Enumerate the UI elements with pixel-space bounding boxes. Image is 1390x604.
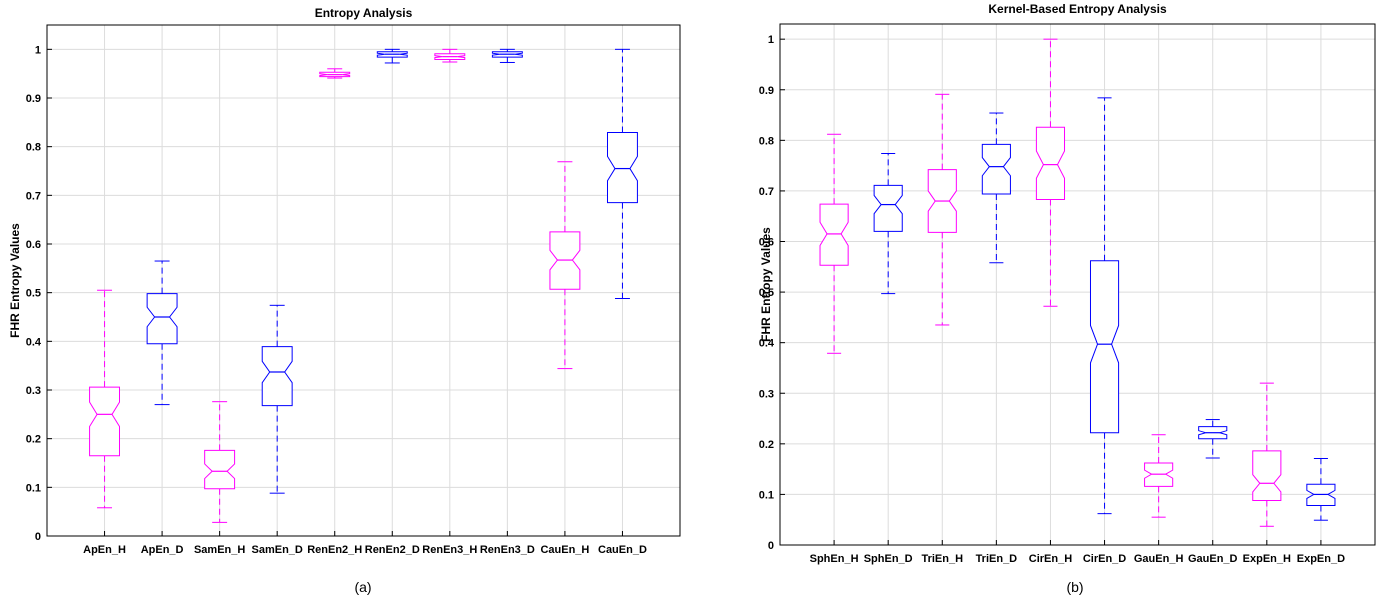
box-body — [1035, 126, 1066, 201]
y-tick-label: 0.1 — [759, 489, 774, 501]
chart-entropy-analysis: 0 0.1 0.2 0.3 0.4 0.5 0.6 0.7 0.8 0.9 1 ApEn_H ApEn_… — [8, 6, 681, 595]
y-tick-label: 0.1 — [26, 482, 41, 494]
chart-title: Entropy Analysis — [315, 6, 413, 20]
box-trien-d — [981, 112, 1011, 264]
y-tick-label: 0.6 — [759, 237, 774, 249]
box-samen-h — [204, 401, 236, 523]
y-tick-label: 0.3 — [26, 385, 41, 397]
x-tick-label: CirEn_D — [1083, 553, 1126, 565]
box-gauen-h — [1144, 434, 1174, 518]
x-tick-label: CirEn_H — [1029, 553, 1072, 565]
x-tick-label: ExpEn_H — [1243, 553, 1291, 565]
y-tick-label: 0.7 — [26, 190, 41, 202]
chart-kernel-based-entropy-analysis: 0 0.1 0.2 0.3 0.4 0.5 0.6 0.7 0.8 0.9 1 SphEn_H SphE… — [759, 2, 1376, 595]
y-axis-label: FHR Entropy Values — [8, 223, 22, 338]
box-samen-d — [261, 304, 293, 494]
panel-label: (a) — [354, 579, 371, 595]
box-renen2-d — [376, 48, 408, 64]
box-sphen-h — [819, 133, 849, 354]
y-tick-label: 1 — [35, 44, 41, 56]
box-body — [89, 386, 121, 457]
y-tick-label: 0.3 — [759, 388, 774, 400]
box-renen3-h — [434, 48, 466, 63]
y-tick-label: 0.9 — [26, 93, 41, 105]
x-tick-label: TriEn_H — [921, 553, 963, 565]
x-tick-label: SamEn_H — [194, 544, 245, 556]
box-sphen-d — [873, 152, 903, 295]
box-renen3-d — [491, 48, 523, 63]
box-trien-h — [927, 93, 957, 326]
box-body — [1252, 450, 1282, 501]
box-gauen-d — [1198, 419, 1228, 459]
box-cauen-d — [606, 48, 638, 300]
box-renen2-h — [319, 68, 351, 79]
box-ciren-d — [1089, 97, 1120, 515]
y-tick-label: 0.4 — [26, 336, 42, 348]
panel-label: (b) — [1066, 579, 1083, 595]
x-tick-label: SphEn_H — [810, 553, 859, 565]
box-ciren-h — [1035, 38, 1066, 307]
y-tick-label: 0 — [35, 531, 41, 543]
box-body — [819, 203, 849, 266]
x-tick-label: RenEn3_D — [480, 544, 535, 556]
box-apen-d — [146, 260, 178, 406]
y-tick-label: 0.9 — [759, 85, 774, 97]
box-body — [146, 293, 178, 345]
box-apen-h — [89, 289, 121, 509]
axes-frame — [779, 23, 1376, 546]
x-tick-label: SphEn_D — [864, 553, 913, 565]
axes-frame — [46, 24, 681, 537]
y-tick-label: 0.7 — [759, 186, 774, 198]
plot-area — [47, 25, 680, 536]
box-body — [981, 143, 1011, 195]
y-tick-label: 0.8 — [26, 142, 41, 154]
box-body — [204, 449, 236, 490]
x-tick-label: CauEn_D — [598, 544, 647, 556]
plot-area — [780, 24, 1375, 545]
x-tick-label: GauEn_D — [1188, 553, 1238, 565]
y-tick-label: 0 — [768, 540, 774, 552]
x-tick-label: TriEn_D — [976, 553, 1018, 565]
box-body — [606, 132, 638, 204]
y-tick-label: 1 — [768, 34, 774, 46]
x-tick-label: SamEn_D — [252, 544, 303, 556]
box-body — [261, 346, 293, 407]
y-tick-label: 0.4 — [759, 338, 775, 350]
y-tick-label: 0.2 — [26, 434, 41, 446]
y-tick-label: 0.8 — [759, 135, 774, 147]
x-tick-label: ExpEn_D — [1297, 553, 1345, 565]
x-tick-label: ApEn_D — [141, 544, 184, 556]
y-tick-label: 0.5 — [759, 287, 774, 299]
x-tick-label: ApEn_H — [83, 544, 126, 556]
x-tick-label: RenEn3_H — [422, 544, 477, 556]
x-tick-label: GauEn_H — [1134, 553, 1184, 565]
box-expen-d — [1306, 458, 1336, 521]
box-cauen-h — [549, 161, 581, 370]
box-expen-h — [1252, 382, 1282, 527]
x-tick-label: RenEn2_H — [307, 544, 362, 556]
y-tick-label: 0.5 — [26, 288, 41, 300]
chart-title: Kernel-Based Entropy Analysis — [988, 2, 1167, 16]
box-body — [1089, 260, 1120, 434]
y-tick-label: 0.6 — [26, 239, 41, 251]
box-body — [873, 184, 903, 232]
x-tick-label: RenEn2_D — [365, 544, 420, 556]
y-axis-label: FHR Entropy Values — [759, 227, 773, 342]
x-tick-label: CauEn_H — [540, 544, 589, 556]
y-tick-label: 0.2 — [759, 439, 774, 451]
